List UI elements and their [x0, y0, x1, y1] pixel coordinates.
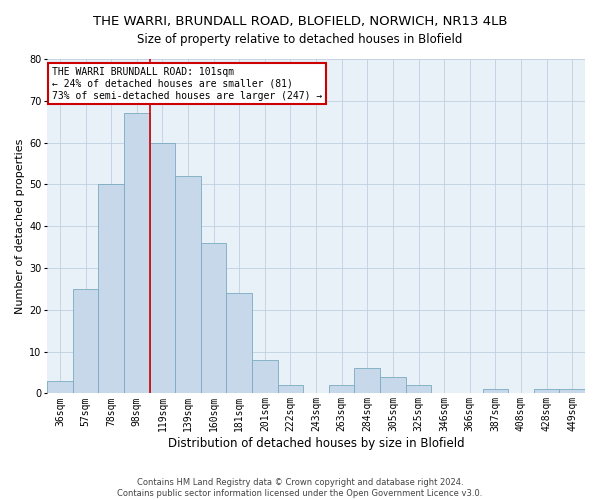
X-axis label: Distribution of detached houses by size in Blofield: Distribution of detached houses by size …	[168, 437, 464, 450]
Text: THE WARRI BRUNDALL ROAD: 101sqm
← 24% of detached houses are smaller (81)
73% of: THE WARRI BRUNDALL ROAD: 101sqm ← 24% of…	[52, 68, 322, 100]
Bar	[98, 184, 124, 394]
Bar	[380, 376, 406, 394]
Bar	[355, 368, 380, 394]
Text: THE WARRI, BRUNDALL ROAD, BLOFIELD, NORWICH, NR13 4LB: THE WARRI, BRUNDALL ROAD, BLOFIELD, NORW…	[93, 15, 507, 28]
Bar	[252, 360, 278, 394]
Bar	[278, 385, 303, 394]
Bar	[73, 289, 98, 394]
Text: Contains HM Land Registry data © Crown copyright and database right 2024.
Contai: Contains HM Land Registry data © Crown c…	[118, 478, 482, 498]
Bar	[201, 243, 226, 394]
Bar	[482, 389, 508, 394]
Bar	[534, 389, 559, 394]
Bar	[124, 114, 149, 394]
Bar	[329, 385, 355, 394]
Bar	[149, 142, 175, 394]
Text: Size of property relative to detached houses in Blofield: Size of property relative to detached ho…	[137, 32, 463, 46]
Y-axis label: Number of detached properties: Number of detached properties	[15, 138, 25, 314]
Bar	[226, 293, 252, 394]
Bar	[175, 176, 201, 394]
Bar	[406, 385, 431, 394]
Bar	[47, 381, 73, 394]
Bar	[559, 389, 585, 394]
